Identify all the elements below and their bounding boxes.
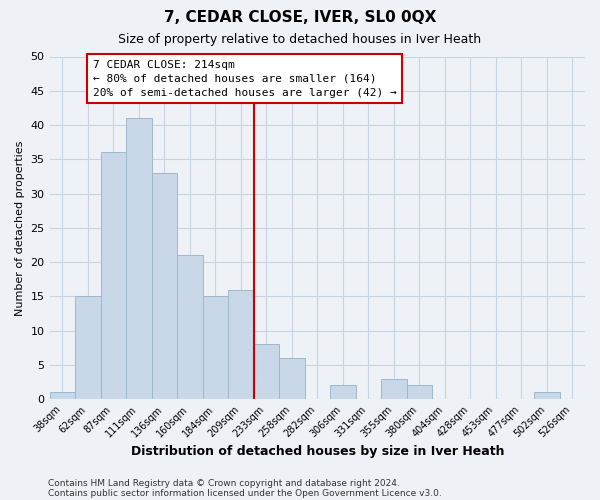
Bar: [75, 296, 101, 399]
Text: Size of property relative to detached houses in Iver Heath: Size of property relative to detached ho…: [118, 32, 482, 46]
Bar: [126, 118, 152, 399]
Bar: [407, 386, 432, 399]
Bar: [203, 296, 228, 399]
Bar: [254, 344, 279, 399]
Text: 7, CEDAR CLOSE, IVER, SL0 0QX: 7, CEDAR CLOSE, IVER, SL0 0QX: [164, 10, 436, 25]
Text: 7 CEDAR CLOSE: 214sqm
← 80% of detached houses are smaller (164)
20% of semi-det: 7 CEDAR CLOSE: 214sqm ← 80% of detached …: [93, 60, 397, 98]
Bar: [50, 392, 75, 399]
Bar: [152, 173, 177, 399]
Text: Contains HM Land Registry data © Crown copyright and database right 2024.: Contains HM Land Registry data © Crown c…: [48, 478, 400, 488]
X-axis label: Distribution of detached houses by size in Iver Heath: Distribution of detached houses by size …: [131, 444, 504, 458]
Y-axis label: Number of detached properties: Number of detached properties: [15, 140, 25, 316]
Bar: [279, 358, 305, 399]
Bar: [228, 290, 254, 399]
Text: Contains public sector information licensed under the Open Government Licence v3: Contains public sector information licen…: [48, 488, 442, 498]
Bar: [381, 378, 407, 399]
Bar: [534, 392, 560, 399]
Bar: [330, 386, 356, 399]
Bar: [177, 255, 203, 399]
Bar: [101, 152, 126, 399]
